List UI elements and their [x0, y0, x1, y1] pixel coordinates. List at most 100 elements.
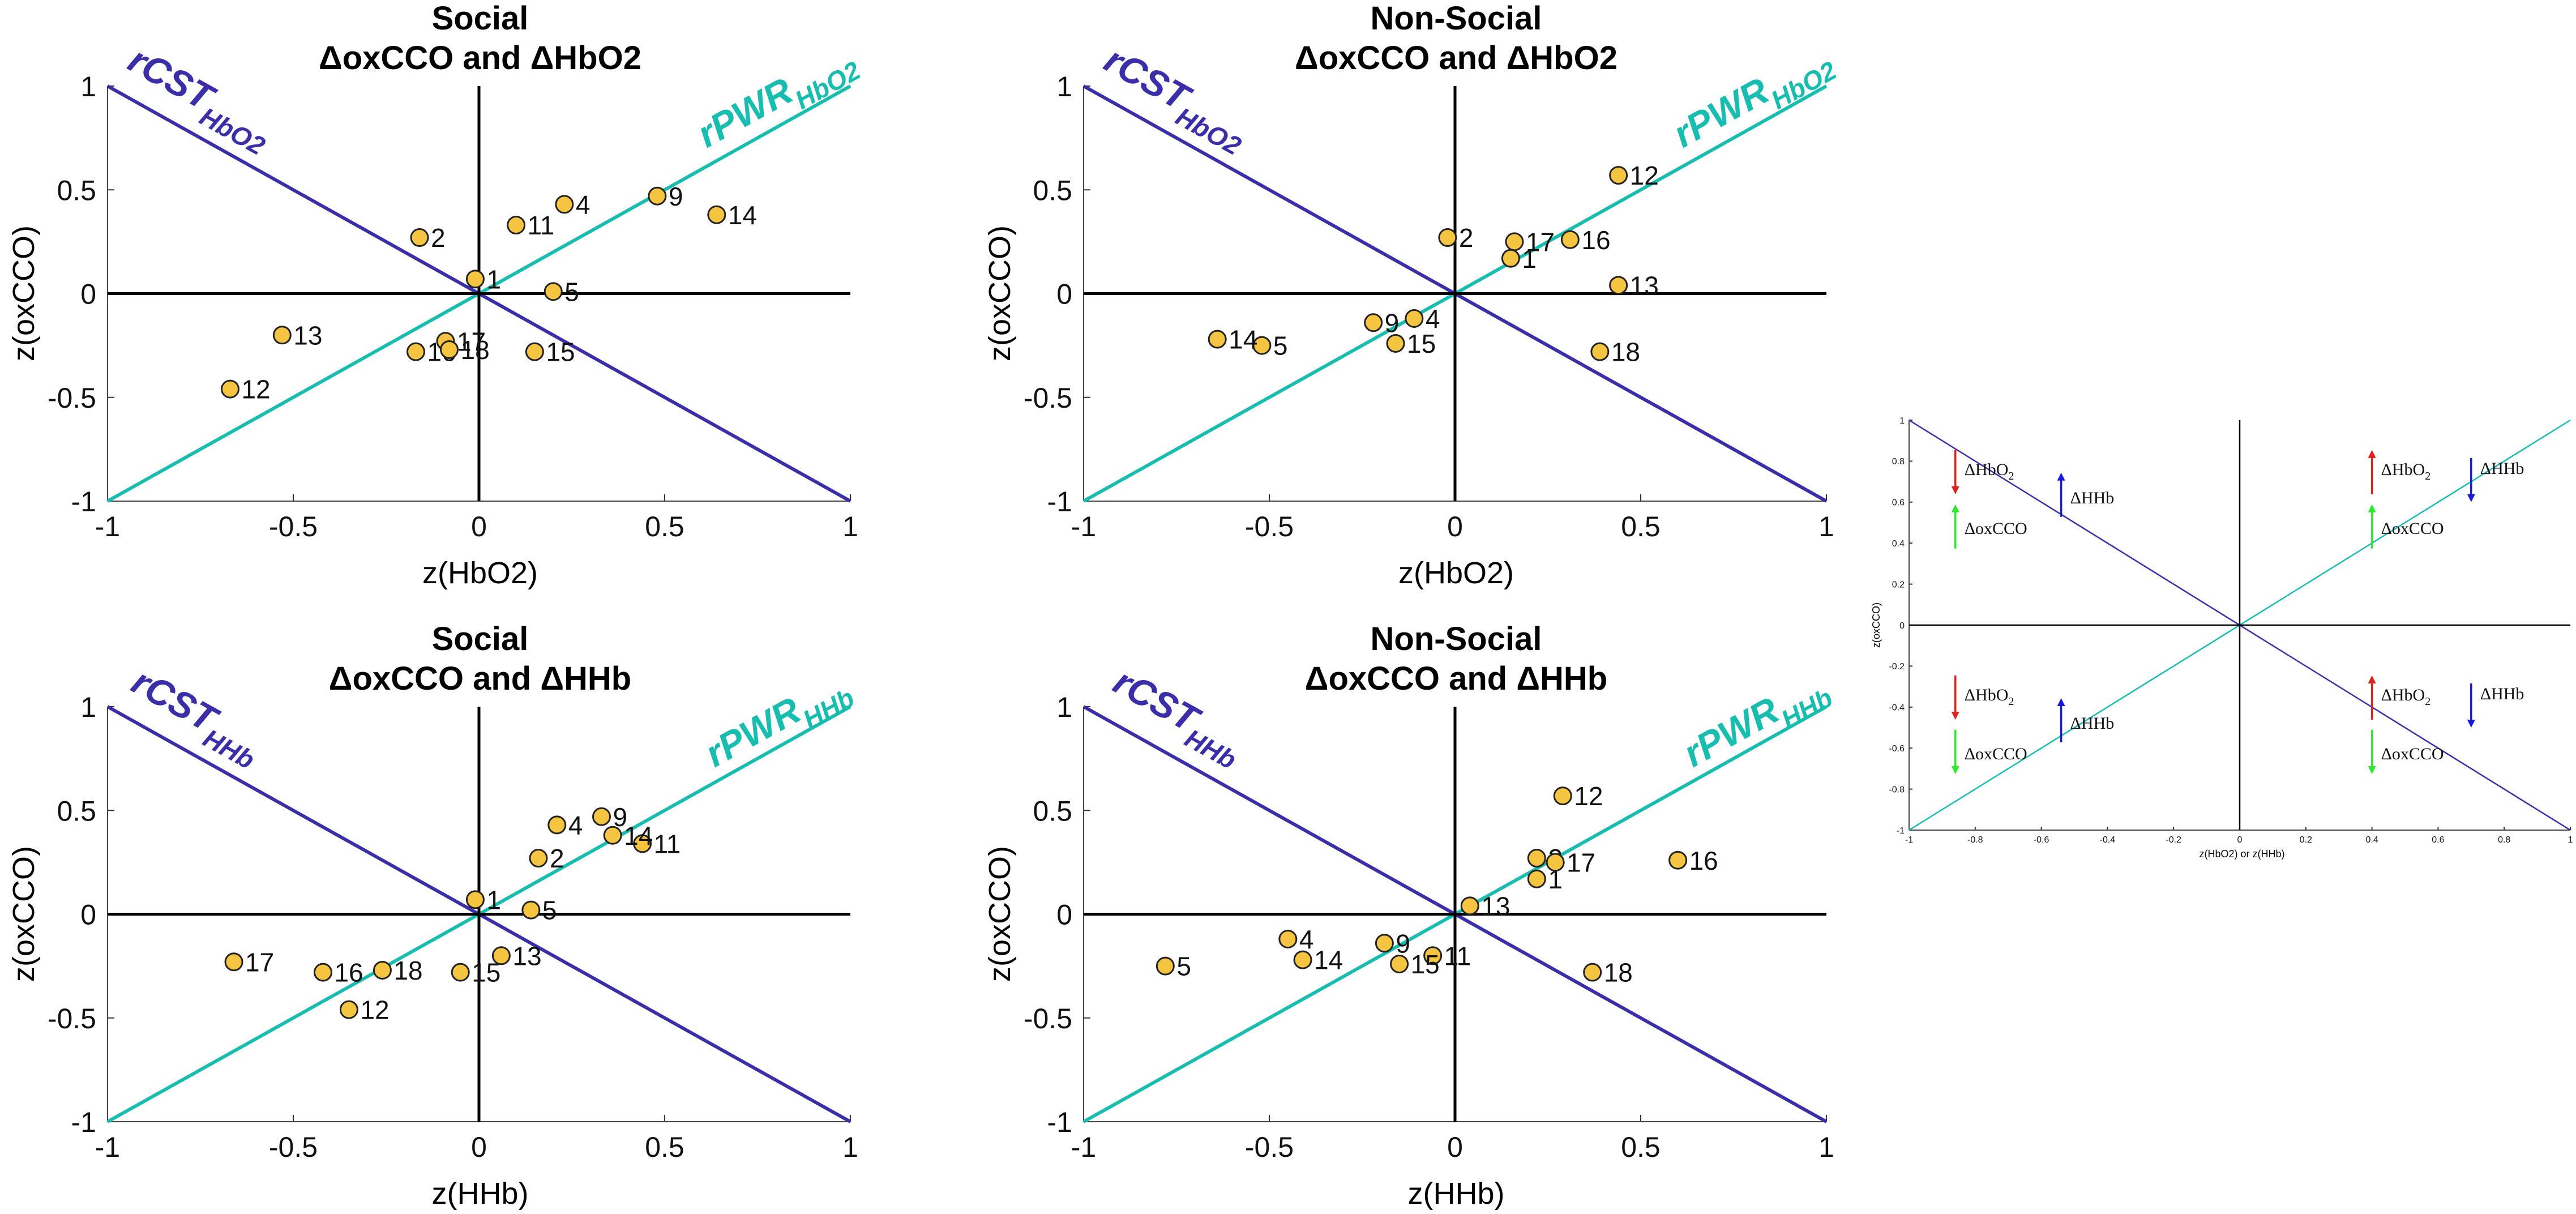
- chart-title-line2: ΔoxCCO and ΔHHb: [329, 660, 632, 697]
- x-tick-label: -0.5: [269, 511, 318, 542]
- y-tick-label: -0.5: [48, 382, 96, 414]
- data-point-label: 5: [542, 896, 557, 925]
- data-point-9: [1375, 934, 1394, 953]
- x-tick-label: 0.5: [645, 511, 684, 542]
- data-point-label: 11: [528, 211, 555, 240]
- data-point-label: 9: [1396, 929, 1410, 958]
- hbo2-annotation-label: ΔHbO2: [1965, 460, 2014, 482]
- hhb-annotation-label: ΔHHb: [2070, 489, 2115, 507]
- data-point-label: 15: [1407, 329, 1436, 358]
- x-tick-label: -0.2: [2166, 835, 2181, 845]
- data-point-5: [1156, 956, 1175, 976]
- data-point-label: 2: [431, 223, 446, 253]
- data-point-label: 1: [1522, 244, 1537, 273]
- oxcco-up-arrow-head: [1951, 504, 1959, 512]
- data-point-13: [1460, 896, 1479, 916]
- data-point-label: 5: [564, 277, 579, 306]
- data-point-label: 16: [1689, 846, 1718, 875]
- schematic-diagram: -1 -0.8 -0.6 -0.4 -0.2 0 0.2 0.4 0.6 0.8 1 -1 -0.8 -0…: [1871, 416, 2573, 860]
- y-tick-label: 0.5: [57, 174, 96, 206]
- oxcco-up-arrow-head: [2368, 504, 2376, 512]
- x-tick-label: -0.6: [2034, 835, 2049, 845]
- data-point-14: [603, 826, 622, 845]
- y-tick-label: -0.5: [1024, 382, 1072, 414]
- data-point-label: 9: [1385, 308, 1400, 337]
- data-point-label: 4: [576, 190, 590, 219]
- data-point-label: 9: [669, 182, 683, 211]
- x-tick-label: 0.2: [2300, 835, 2312, 845]
- hbo2-annotation-label: ΔHbO2: [1965, 686, 2014, 708]
- x-axis-label: z(HbO2): [1398, 556, 1514, 590]
- data-point-1: [1501, 249, 1520, 268]
- x-tick-label: -0.5: [269, 1131, 318, 1163]
- data-point-1: [465, 270, 485, 289]
- y-tick-label: -0.2: [1889, 662, 1905, 672]
- data-point-label: 2: [550, 844, 564, 873]
- x-tick-label: -0.5: [1245, 1131, 1294, 1163]
- x-tick-label: 0.8: [2498, 835, 2510, 845]
- y-tick-label: 1: [1899, 416, 1905, 426]
- x-axis-label: z(HbO2) or z(HHb): [2199, 848, 2284, 860]
- data-point-5: [1252, 336, 1272, 355]
- y-tick-label: -1: [71, 486, 96, 518]
- x-tick-label: 0: [471, 1131, 487, 1163]
- axes: [1084, 86, 1826, 501]
- chart-title-line2: ΔoxCCO and ΔHbO2: [1295, 40, 1618, 76]
- data-point-label: 14: [1314, 946, 1343, 975]
- data-point-label: 15: [546, 337, 575, 367]
- chart-title-line1: Social: [432, 0, 529, 37]
- x-tick-label: 1: [842, 511, 858, 542]
- y-tick-label: 0.6: [1892, 498, 1905, 508]
- y-tick-label: 1: [1056, 691, 1072, 723]
- chart-title-line2: ΔoxCCO and ΔHbO2: [319, 40, 641, 76]
- data-point-label: 18: [1611, 337, 1640, 367]
- axes: [108, 86, 850, 501]
- axes: [1909, 420, 2570, 830]
- data-point-label: 17: [245, 947, 274, 977]
- data-point-17: [1546, 853, 1565, 872]
- y-tick-label: 0: [80, 279, 96, 310]
- data-point-label: 13: [293, 320, 322, 350]
- data-point-17: [224, 952, 243, 972]
- y-tick-label: 0.2: [1892, 580, 1905, 589]
- data-point-2: [410, 228, 429, 247]
- data-point-12: [1553, 786, 1572, 806]
- data-point-13: [491, 946, 511, 965]
- x-tick-label: -1: [1071, 1131, 1096, 1163]
- x-tick-label: 0: [471, 511, 487, 542]
- data-point-label: 13: [512, 941, 541, 971]
- data-point-label: 12: [360, 995, 389, 1025]
- x-tick-label: -0.4: [2100, 835, 2116, 845]
- y-tick-label: 0: [1056, 279, 1072, 310]
- x-tick-label: -1: [95, 511, 120, 542]
- data-point-2: [529, 849, 548, 868]
- cst-line-label: rCSTHbO2: [1093, 39, 1257, 161]
- data-point-label: 17: [1526, 227, 1555, 257]
- x-axis-label: z(HHb): [432, 1177, 529, 1211]
- chart-social-hbo2: Social ΔoxCCO and ΔHbO2 -1 -0.5 0 0.5 1 -1 -0.…: [7, 0, 865, 590]
- data-point-label: 14: [728, 200, 757, 230]
- y-tick-label: 0: [80, 899, 96, 931]
- y-tick-label: -1: [71, 1106, 96, 1138]
- data-point-label: 16: [334, 958, 363, 988]
- y-tick-label: 0.8: [1892, 457, 1905, 467]
- hhb-down-arrow-head: [2467, 720, 2475, 728]
- data-point-2: [1438, 228, 1457, 247]
- data-point-13: [272, 326, 292, 345]
- data-point-label: 13: [1481, 891, 1510, 921]
- x-tick-label: 0: [1447, 1131, 1463, 1163]
- tick-labels: -1 -0.5 0 0.5 1 -1 -0.5 0 0.5 1: [48, 71, 858, 542]
- data-point-label: 17: [457, 327, 486, 356]
- data-point-15: [451, 963, 470, 982]
- data-point-label: 18: [1604, 958, 1633, 988]
- y-tick-label: 0: [1056, 899, 1072, 931]
- tick-labels: -1 -0.5 0 0.5 1 -1 -0.5 0 0.5 1: [1024, 691, 1834, 1163]
- oxcco-down-arrow-head: [1951, 766, 1959, 774]
- data-point-9: [648, 186, 667, 206]
- data-point-label: 2: [1459, 223, 1474, 253]
- data-point-label: 18: [393, 956, 422, 985]
- x-tick-label: 1: [1818, 1131, 1834, 1163]
